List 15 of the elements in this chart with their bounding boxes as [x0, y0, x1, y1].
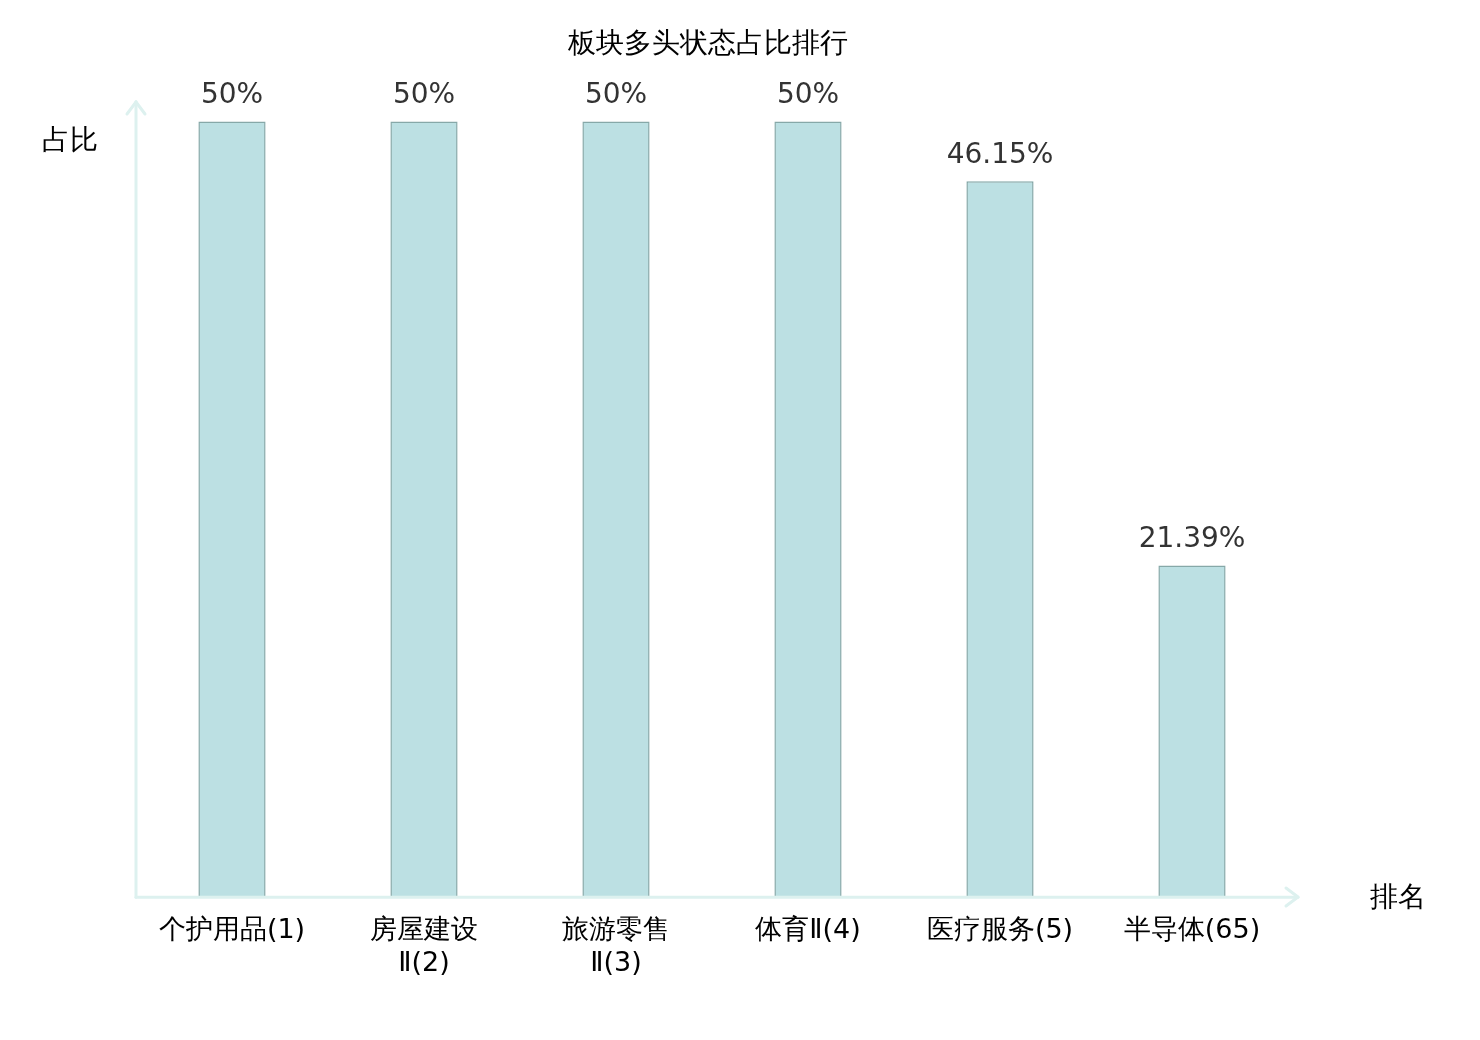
y-axis-title: 占比 — [42, 122, 98, 156]
data-label: 50% — [584, 76, 648, 110]
x-tick-label: 医疗服务(5) — [926, 913, 1074, 945]
data-label: 50% — [200, 76, 264, 110]
x-tick-label: 体育Ⅱ(4) — [755, 913, 861, 945]
x-axis-title: 排名 — [1370, 880, 1426, 914]
data-label: 21.39% — [1138, 520, 1246, 554]
x-tick-label: 半导体(65) — [1123, 913, 1261, 945]
data-label: 50% — [776, 76, 840, 110]
x-tick-label: 房屋建设Ⅱ(2) — [370, 913, 478, 977]
chart-title: 板块多头状态占比排行 — [567, 26, 848, 60]
data-label: 46.15% — [946, 136, 1054, 170]
x-tick-label: 个护用品(1) — [158, 913, 306, 945]
data-label: 50% — [392, 76, 456, 110]
x-tick-label: 旅游零售Ⅱ(3) — [562, 913, 670, 977]
